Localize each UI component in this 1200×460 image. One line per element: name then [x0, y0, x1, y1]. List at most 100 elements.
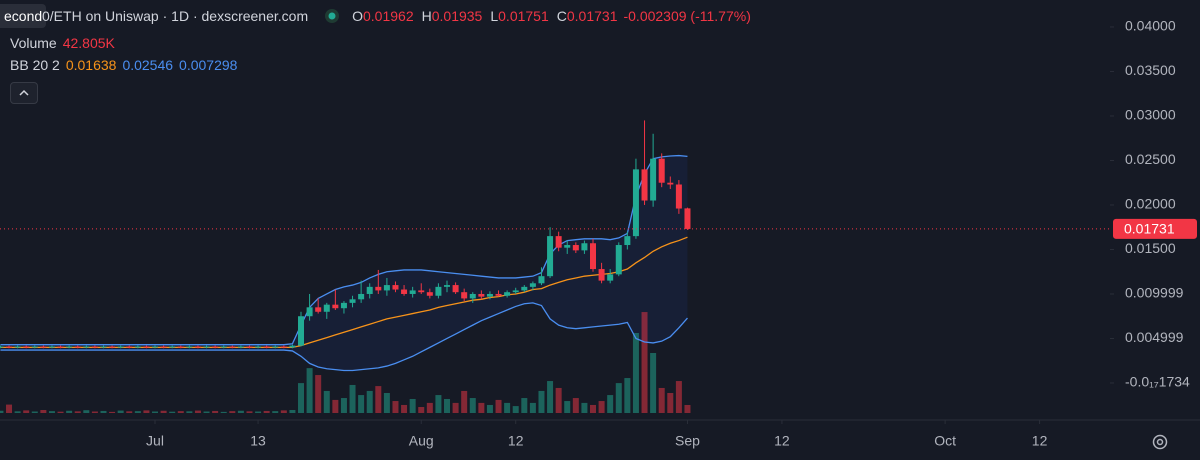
bb-upper-value: 0.02546 — [122, 57, 174, 73]
candle-body — [186, 346, 193, 348]
ohlc-label: L — [490, 8, 499, 24]
candle-body — [512, 290, 519, 293]
volume-bar — [237, 410, 244, 413]
volume-bar — [91, 411, 98, 413]
volume-bar — [40, 410, 47, 413]
volume-bar — [581, 402, 588, 413]
volume-bar — [401, 404, 408, 413]
candle-body — [91, 346, 98, 348]
candle-body — [109, 346, 116, 348]
volume-bar — [255, 411, 262, 413]
x-tick-label: 12 — [1032, 433, 1048, 449]
volume-bar — [280, 410, 287, 413]
volume-bar — [675, 381, 682, 413]
candle-body — [100, 346, 107, 348]
candle-body — [547, 236, 554, 277]
volume-bar — [48, 411, 55, 413]
candle-body — [435, 286, 442, 296]
plot-area — [0, 120, 691, 413]
candle-body — [332, 304, 339, 309]
candle-body — [194, 346, 201, 348]
settings-icon[interactable] — [1152, 434, 1168, 450]
candle-body — [117, 346, 124, 348]
volume-bar — [229, 411, 236, 413]
volume-bar — [564, 401, 571, 413]
volume-bar — [624, 378, 631, 413]
volume-bar — [31, 411, 38, 413]
candle-body — [272, 346, 279, 348]
volume-bar — [117, 410, 124, 413]
volume-bar — [194, 410, 201, 413]
candle-body — [66, 346, 73, 348]
volume-bar — [512, 406, 519, 413]
bb-label: BB 20 2 — [10, 57, 60, 73]
candle-body — [418, 290, 425, 293]
candle-body — [555, 236, 562, 248]
candle-body — [401, 289, 408, 294]
y-tick-label: 0.03500 — [1125, 62, 1176, 78]
candle-body — [6, 346, 13, 348]
volume-bar — [332, 399, 339, 413]
candle-body — [14, 346, 21, 348]
gear-outline — [1152, 434, 1168, 450]
volume-bar — [57, 411, 64, 413]
ohlc-value: 0.01731 — [566, 8, 618, 24]
candle-body — [444, 285, 451, 287]
volume-bar — [349, 384, 356, 413]
volume-bar — [452, 402, 459, 413]
candle-body — [469, 293, 476, 299]
candle-body — [203, 346, 210, 348]
candle-body — [177, 346, 184, 348]
candle-body — [298, 316, 305, 346]
status-dot — [325, 9, 340, 23]
volume-bar — [684, 404, 691, 413]
y-tick-label: 0.02500 — [1125, 151, 1176, 167]
ohlc-legend: O0.01962 H0.01935 L0.01751 C0.01731 — [352, 8, 617, 24]
volume-bar — [23, 410, 30, 413]
y-tick-label: 0.004999 — [1125, 329, 1184, 345]
candle-body — [607, 274, 614, 281]
volume-label: Volume — [10, 35, 57, 51]
volume-bar — [246, 411, 253, 413]
candle-body — [650, 158, 657, 201]
candle-body — [152, 346, 159, 348]
volume-bar — [529, 402, 536, 413]
volume-bar — [418, 407, 425, 413]
volume-bar — [632, 333, 639, 413]
x-tick-label: 12 — [774, 433, 790, 449]
x-tick-label: Aug — [409, 433, 434, 449]
candle-body — [452, 285, 459, 293]
volume-bar — [74, 411, 81, 413]
candle-body — [134, 346, 141, 348]
volume-bar — [366, 390, 373, 413]
volume-bar — [358, 395, 365, 413]
volume-bar — [495, 399, 502, 413]
y-tick-label: 0.03000 — [1125, 107, 1176, 123]
x-tick-label: Sep — [675, 433, 700, 449]
volume-bar — [572, 398, 579, 413]
candle-body — [23, 346, 30, 348]
volume-bar — [383, 393, 390, 413]
last-price-label: 0.01731 — [1124, 221, 1175, 237]
volume-bar — [323, 390, 330, 413]
volume-bar — [409, 398, 416, 413]
candle-body — [229, 346, 236, 348]
chevron-icon — [19, 89, 29, 96]
y-tick-label: 0.04000 — [1125, 18, 1176, 34]
volume-bar — [298, 383, 305, 413]
candle-body — [590, 243, 597, 270]
y-tick-label: 0.01500 — [1125, 240, 1176, 256]
ohlc-item: L0.01751 — [490, 8, 548, 24]
collapse-button[interactable] — [10, 82, 38, 104]
candle-body — [581, 243, 588, 251]
candle-body — [31, 346, 38, 348]
candle-body — [212, 346, 219, 348]
volume-bar — [504, 402, 511, 413]
candle-body — [315, 307, 322, 312]
volume-bar — [375, 386, 382, 413]
gear-center — [1156, 438, 1164, 446]
volume-bar — [555, 387, 562, 413]
ohlc-item: C0.01731 — [557, 8, 618, 24]
